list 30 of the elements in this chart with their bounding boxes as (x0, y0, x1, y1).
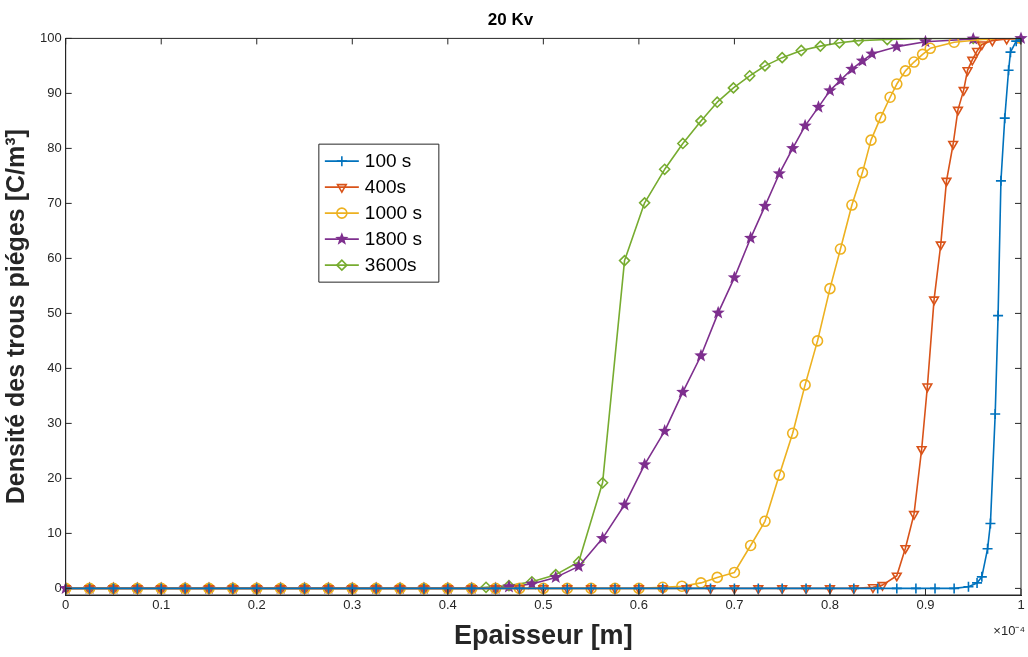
y-tick-label: 90 (47, 84, 62, 100)
y-tick-label: 0 (54, 579, 62, 595)
y-tick-label: 50 (47, 304, 62, 320)
x-tick-label: 0.2 (247, 597, 266, 613)
y-tick-label: 60 (47, 249, 62, 265)
legend-label: 100 s (364, 150, 412, 172)
x-tick-label: 0.7 (725, 597, 744, 613)
y-tick-label: 10 (47, 524, 62, 540)
y-tick-label: 70 (47, 194, 62, 210)
y-tick-label: 100 (39, 29, 62, 45)
x-tick-label: 0.5 (534, 597, 553, 613)
x-tick-label: 0.3 (343, 597, 362, 613)
x-axis-title: Epaisseur [m] (454, 620, 633, 651)
chart-title: 20 Kv (487, 9, 534, 29)
legend-label: 400s (364, 176, 407, 198)
y-tick-label: 30 (47, 414, 62, 430)
y-tick-label: 40 (47, 359, 62, 375)
y-tick-label: 80 (47, 139, 62, 155)
legend-label: 1800 s (364, 228, 422, 250)
x-tick-label: 1 (1017, 597, 1025, 613)
x-tick-label: 0.4 (438, 597, 457, 613)
x-tick-label: 0.8 (820, 597, 839, 613)
legend-label: 3600s (364, 254, 417, 276)
x-tick-label: 0.9 (916, 597, 935, 613)
x-tick-label: 0.1 (152, 597, 171, 613)
y-tick-label: 20 (47, 469, 62, 485)
y-axis-title: Densité des trous piéges [C/m³] (0, 129, 29, 505)
x-tick-label: 0.6 (629, 597, 648, 613)
legend-label: 1000 s (364, 202, 422, 224)
text: ×10⁻⁴ (993, 623, 1025, 639)
